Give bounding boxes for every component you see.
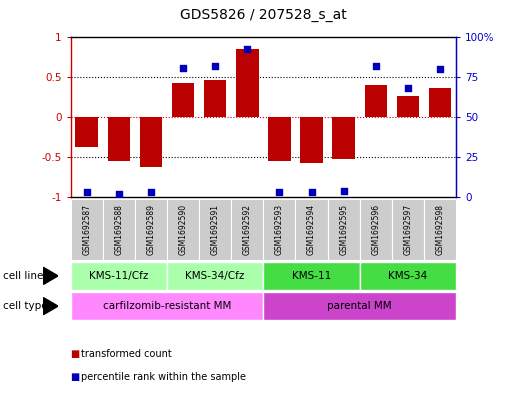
Bar: [263, 199, 295, 260]
Point: [339, 187, 348, 194]
Point: [83, 189, 91, 195]
Text: KMS-11/Cfz: KMS-11/Cfz: [89, 271, 149, 281]
Point: [436, 66, 444, 72]
Text: KMS-11: KMS-11: [292, 271, 331, 281]
Point: [371, 63, 380, 69]
Text: GSM1692597: GSM1692597: [403, 204, 412, 255]
Bar: [360, 262, 456, 290]
Bar: [424, 199, 456, 260]
Bar: [268, 117, 291, 161]
Text: transformed count: transformed count: [81, 349, 172, 359]
Text: KMS-34/Cfz: KMS-34/Cfz: [186, 271, 245, 281]
Text: GSM1692591: GSM1692591: [211, 204, 220, 255]
Text: parental MM: parental MM: [327, 301, 392, 311]
Text: cell line: cell line: [3, 271, 43, 281]
Bar: [167, 262, 263, 290]
Text: GSM1692588: GSM1692588: [115, 204, 123, 255]
Bar: [71, 199, 103, 260]
Bar: [360, 199, 392, 260]
Point: [404, 85, 412, 92]
Bar: [172, 83, 194, 117]
Point: [147, 189, 155, 195]
Bar: [140, 117, 162, 167]
Bar: [135, 199, 167, 260]
Text: GSM1692589: GSM1692589: [146, 204, 155, 255]
Bar: [103, 199, 135, 260]
Text: GDS5826 / 207528_s_at: GDS5826 / 207528_s_at: [180, 7, 347, 22]
Bar: [392, 199, 424, 260]
Text: ■: ■: [71, 349, 80, 359]
Point: [115, 191, 123, 197]
Polygon shape: [43, 267, 58, 285]
Bar: [199, 199, 231, 260]
Bar: [396, 95, 419, 117]
Bar: [295, 199, 327, 260]
Text: carfilzomib-resistant MM: carfilzomib-resistant MM: [103, 301, 231, 311]
Text: cell type: cell type: [3, 301, 47, 311]
Point: [211, 63, 219, 69]
Bar: [327, 199, 360, 260]
Bar: [231, 199, 263, 260]
Bar: [263, 292, 456, 320]
Text: GSM1692596: GSM1692596: [371, 204, 380, 255]
Text: percentile rank within the sample: percentile rank within the sample: [81, 372, 246, 382]
Point: [243, 45, 252, 51]
Bar: [108, 117, 130, 161]
Bar: [236, 49, 258, 117]
Point: [275, 189, 283, 195]
Bar: [71, 292, 263, 320]
Polygon shape: [43, 298, 58, 315]
Text: GSM1692598: GSM1692598: [436, 204, 445, 255]
Text: ■: ■: [71, 372, 80, 382]
Text: GSM1692594: GSM1692594: [307, 204, 316, 255]
Text: GSM1692592: GSM1692592: [243, 204, 252, 255]
Text: KMS-34: KMS-34: [388, 271, 427, 281]
Bar: [300, 117, 323, 163]
Bar: [71, 262, 167, 290]
Bar: [75, 117, 98, 147]
Text: GSM1692587: GSM1692587: [82, 204, 91, 255]
Point: [179, 64, 187, 71]
Bar: [263, 262, 360, 290]
Bar: [204, 80, 226, 117]
Text: GSM1692595: GSM1692595: [339, 204, 348, 255]
Point: [308, 189, 316, 195]
Bar: [365, 85, 387, 117]
Bar: [333, 117, 355, 159]
Bar: [429, 88, 451, 117]
Bar: [167, 199, 199, 260]
Text: GSM1692590: GSM1692590: [178, 204, 188, 255]
Text: GSM1692593: GSM1692593: [275, 204, 284, 255]
